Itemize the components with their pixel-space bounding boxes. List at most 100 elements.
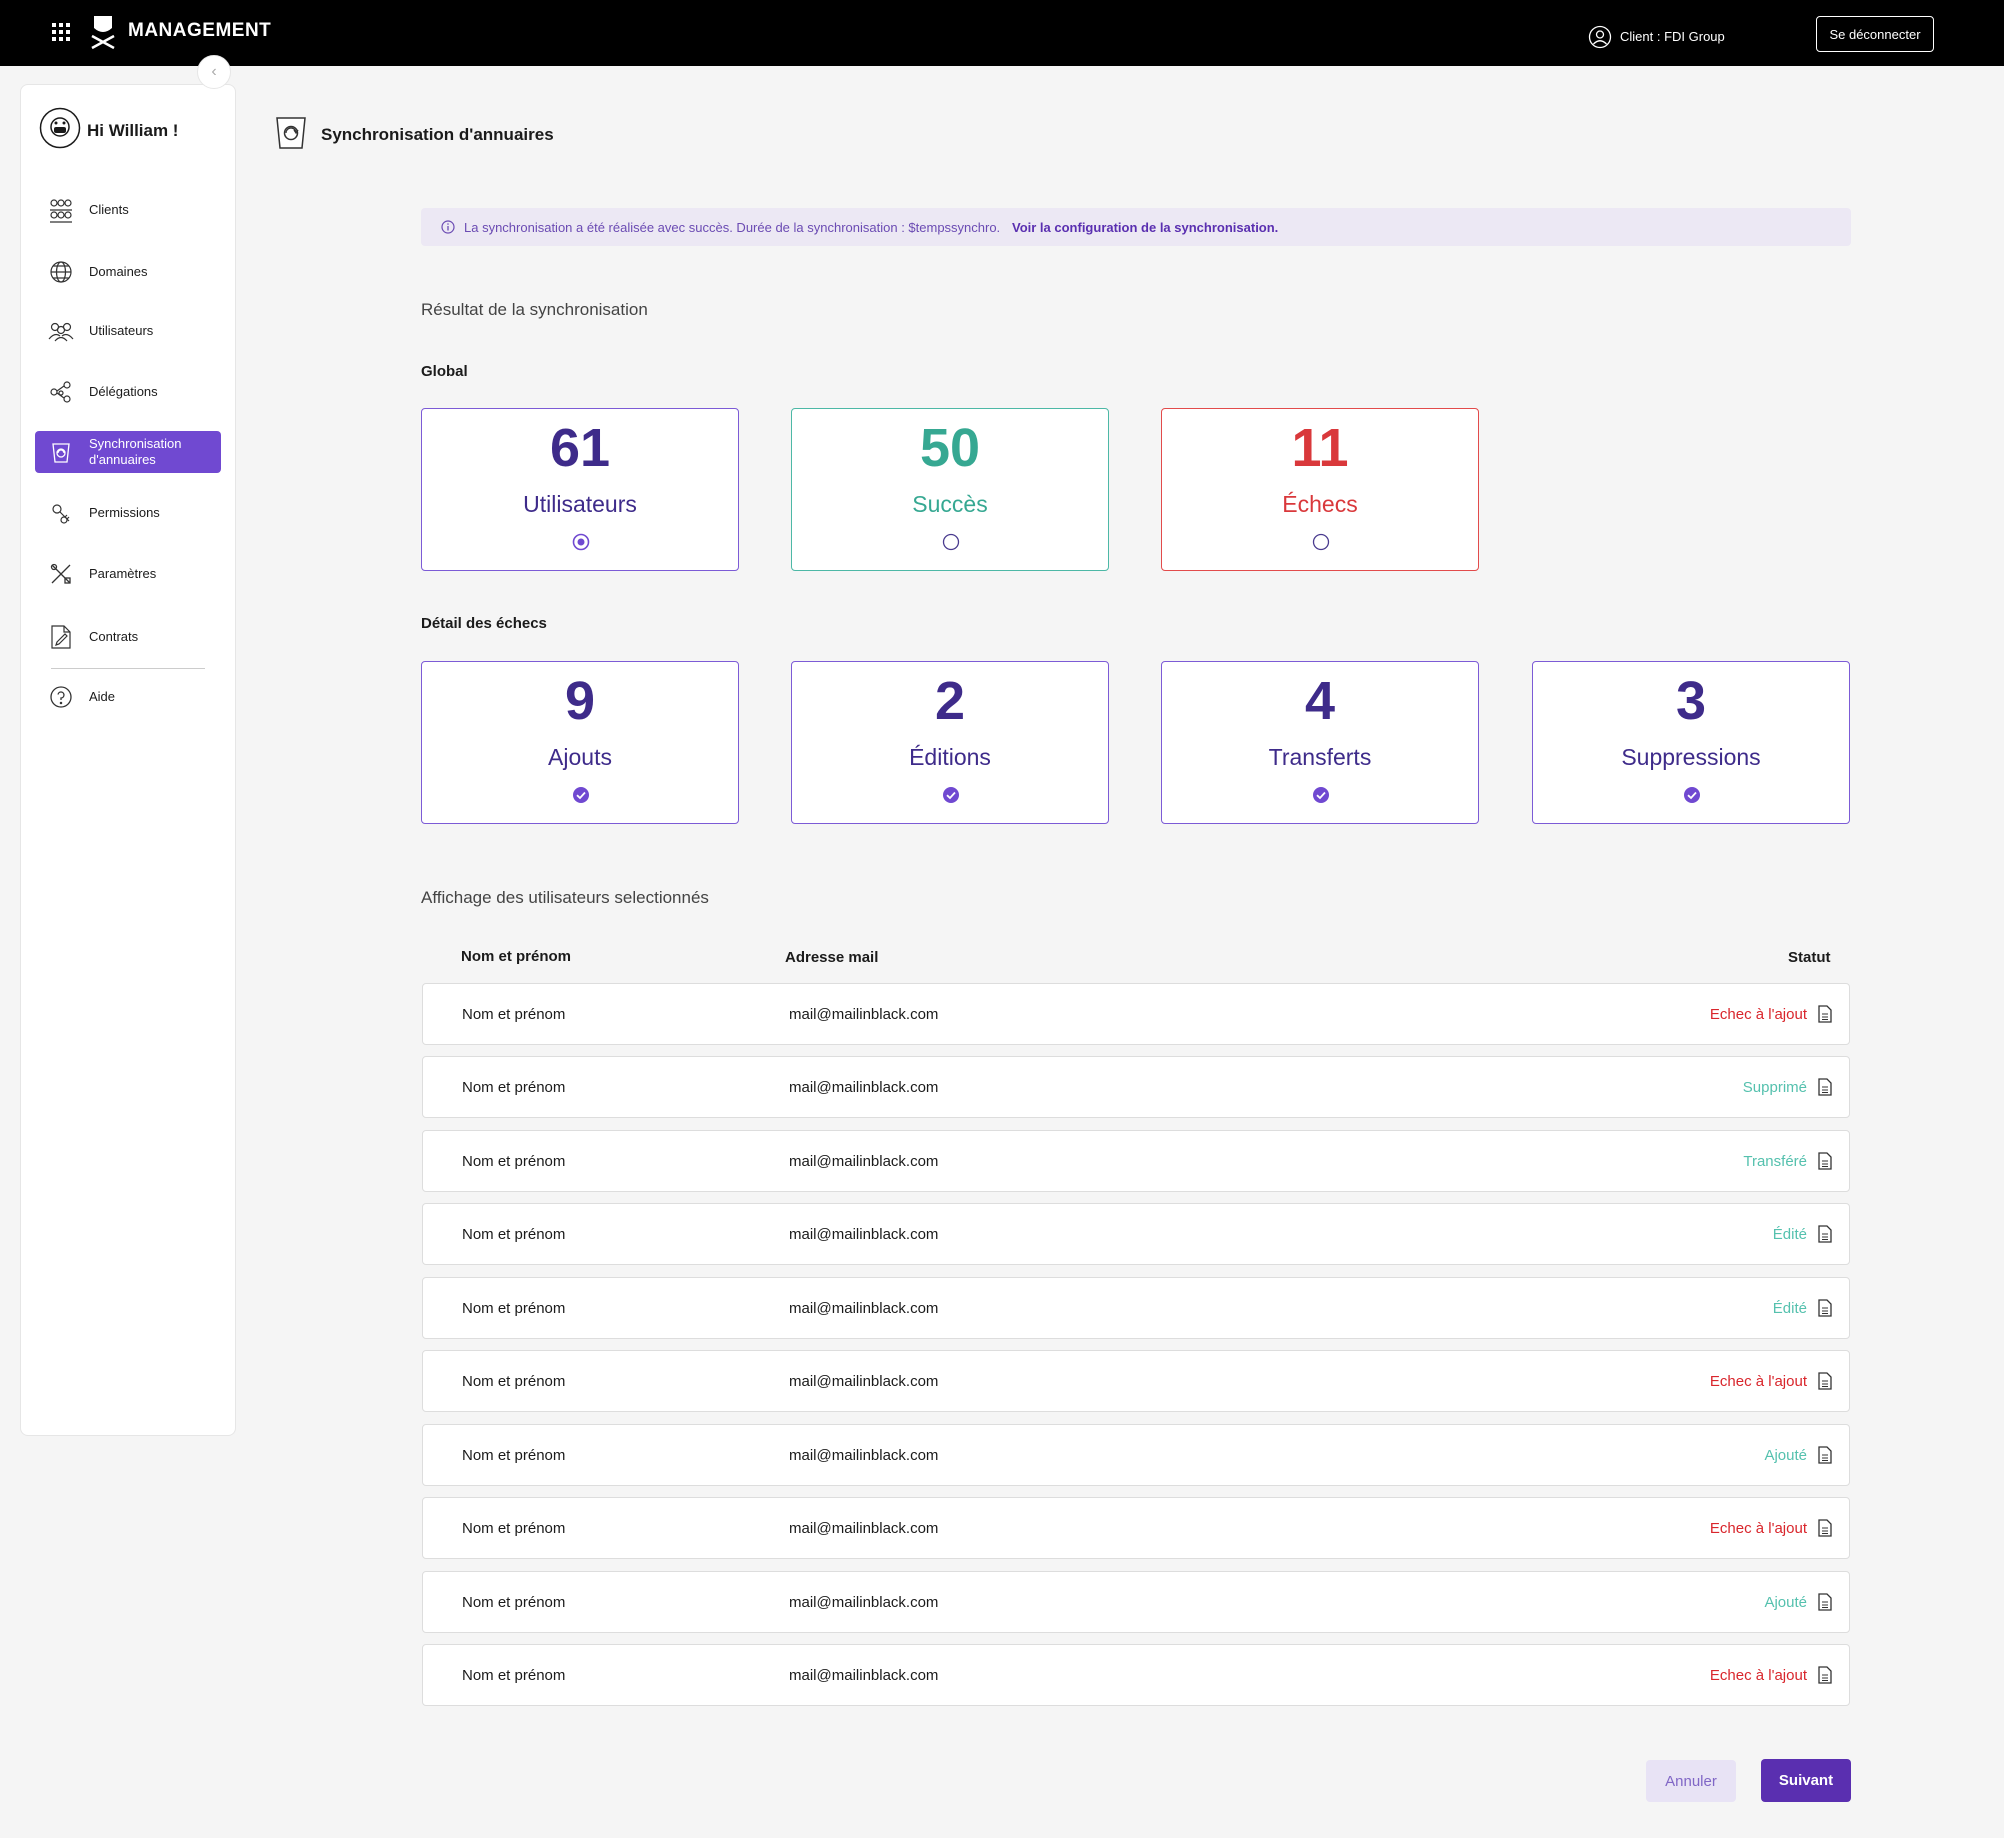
table-row[interactable]: Nom et prénom mail@mailinblack.com Édité	[422, 1203, 1850, 1265]
stat-value: 4	[1304, 671, 1336, 731]
document-icon[interactable]	[1818, 1299, 1832, 1317]
table-row[interactable]: Nom et prénom mail@mailinblack.com Echec…	[422, 1644, 1850, 1706]
user-name: Nom et prénom	[462, 1667, 566, 1684]
sidebar-item-users[interactable]: Utilisateurs	[35, 310, 221, 352]
stat-card-failures[interactable]: 11 Échecs	[1161, 408, 1479, 571]
stat-card-additions[interactable]: 9 Ajouts	[421, 661, 739, 824]
sidebar-item-label: Domaines	[89, 264, 148, 279]
collapse-sidebar-button[interactable]: ‹	[197, 55, 231, 89]
table-row[interactable]: Nom et prénom mail@mailinblack.com Suppr…	[422, 1056, 1850, 1118]
table-row[interactable]: Nom et prénom mail@mailinblack.com Echec…	[422, 1350, 1850, 1412]
status-label: Édité	[1772, 1300, 1807, 1317]
document-icon[interactable]	[1818, 1372, 1832, 1390]
stat-label: Succès	[912, 491, 988, 517]
document-icon[interactable]	[1818, 1152, 1832, 1170]
apps-grid-icon[interactable]	[52, 23, 70, 41]
stat-label: Ajouts	[548, 744, 612, 770]
status-label: Echec à l'ajout	[1709, 1373, 1807, 1390]
stat-label: Transferts	[1268, 744, 1372, 770]
column-header-name: Nom et prénom	[461, 948, 572, 965]
stat-value: 9	[564, 671, 596, 731]
check-circle-icon[interactable]	[1683, 786, 1701, 804]
table-row[interactable]: Nom et prénom mail@mailinblack.com Ajout…	[422, 1571, 1850, 1633]
status-label: Echec à l'ajout	[1709, 1006, 1807, 1023]
sidebar-item-label: Aide	[89, 689, 116, 704]
clients-icon	[47, 196, 75, 224]
user-name: Nom et prénom	[462, 1447, 566, 1464]
user-name: Nom et prénom	[462, 1079, 566, 1096]
sidebar-item-domains[interactable]: Domaines	[35, 251, 221, 293]
document-icon[interactable]	[1818, 1593, 1832, 1611]
user-email: mail@mailinblack.com	[789, 1667, 939, 1684]
stat-label: Suppressions	[1621, 744, 1761, 770]
stat-card-transfers[interactable]: 4 Transferts	[1161, 661, 1479, 824]
global-heading: Global	[421, 363, 468, 380]
table-row[interactable]: Nom et prénom mail@mailinblack.com Echec…	[422, 983, 1850, 1045]
user-name: Nom et prénom	[462, 1153, 566, 1170]
help-icon	[47, 683, 75, 711]
cancel-button[interactable]: Annuler	[1646, 1760, 1736, 1802]
avatar[interactable]	[39, 107, 81, 149]
check-circle-icon[interactable]	[572, 786, 590, 804]
user-name: Nom et prénom	[462, 1226, 566, 1243]
stat-card-users[interactable]: 61 Utilisateurs	[421, 408, 739, 571]
user-name: Nom et prénom	[462, 1520, 566, 1537]
logout-button[interactable]: Se déconnecter	[1816, 16, 1934, 52]
document-icon[interactable]	[1818, 1666, 1832, 1684]
status-label: Ajouté	[1764, 1594, 1807, 1611]
status-label: Supprimé	[1742, 1079, 1807, 1096]
sidebar-item-label: Permissions	[89, 505, 160, 520]
table-row[interactable]: Nom et prénom mail@mailinblack.com Ajout…	[422, 1424, 1850, 1486]
document-icon[interactable]	[1818, 1519, 1832, 1537]
document-icon[interactable]	[1818, 1446, 1832, 1464]
user-email: mail@mailinblack.com	[789, 1006, 939, 1023]
sidebar-item-delegations[interactable]: Délégations	[35, 371, 221, 413]
user-name: Nom et prénom	[462, 1300, 566, 1317]
document-icon[interactable]	[1818, 1005, 1832, 1023]
sidebar-item-permissions[interactable]: Permissions	[35, 492, 221, 534]
document-icon[interactable]	[1818, 1225, 1832, 1243]
radio-selected-icon[interactable]	[572, 533, 590, 551]
directory-sync-icon	[276, 117, 306, 149]
table-row[interactable]: Nom et prénom mail@mailinblack.com Édité	[422, 1277, 1850, 1339]
table-row[interactable]: Nom et prénom mail@mailinblack.com Trans…	[422, 1130, 1850, 1192]
top-bar: MANAGEMENT Client : FDI Group Se déconne…	[0, 0, 2004, 66]
sync-config-link[interactable]: Voir la configuration de la synchronisat…	[1012, 220, 1279, 235]
info-icon	[441, 220, 455, 234]
table-row[interactable]: Nom et prénom mail@mailinblack.com Echec…	[422, 1497, 1850, 1559]
stat-value: 2	[934, 671, 966, 731]
tools-icon	[47, 560, 75, 588]
document-icon[interactable]	[1818, 1078, 1832, 1096]
stat-value: 50	[919, 418, 981, 478]
sidebar-item-label: Contrats	[89, 629, 139, 644]
stat-label: Éditions	[909, 744, 991, 770]
status-label: Echec à l'ajout	[1709, 1520, 1807, 1537]
user-name: Nom et prénom	[462, 1373, 566, 1390]
check-circle-icon[interactable]	[1312, 786, 1330, 804]
stat-card-deletions[interactable]: 3 Suppressions	[1532, 661, 1850, 824]
stat-value: 11	[1291, 418, 1349, 478]
radio-empty-icon[interactable]	[942, 533, 960, 551]
sidebar-item-clients[interactable]: Clients	[35, 189, 221, 231]
user-email: mail@mailinblack.com	[789, 1373, 939, 1390]
sidebar-divider	[51, 668, 205, 669]
check-circle-icon[interactable]	[942, 786, 960, 804]
stat-value: 3	[1675, 671, 1707, 731]
sidebar-item-directory-sync[interactable]: Synchronisation d'annuaires	[35, 431, 221, 473]
radio-empty-icon[interactable]	[1312, 533, 1330, 551]
sidebar-item-help[interactable]: Aide	[35, 676, 221, 718]
stat-value: 61	[549, 418, 611, 478]
sidebar-item-settings[interactable]: Paramètres	[35, 553, 221, 595]
stat-card-edits[interactable]: 2 Éditions	[791, 661, 1109, 824]
user-email: mail@mailinblack.com	[789, 1594, 939, 1611]
brand-name: MANAGEMENT	[128, 20, 272, 41]
user-email: mail@mailinblack.com	[789, 1520, 939, 1537]
sidebar-item-contracts[interactable]: Contrats	[35, 616, 221, 658]
user-email: mail@mailinblack.com	[789, 1153, 939, 1170]
sidebar-item-label: Clients	[89, 202, 129, 217]
column-header-email: Adresse mail	[785, 949, 879, 966]
status-label: Ajouté	[1764, 1447, 1807, 1464]
next-button[interactable]: Suivant	[1761, 1759, 1851, 1802]
stat-card-success[interactable]: 50 Succès	[791, 408, 1109, 571]
user-name: Nom et prénom	[462, 1594, 566, 1611]
